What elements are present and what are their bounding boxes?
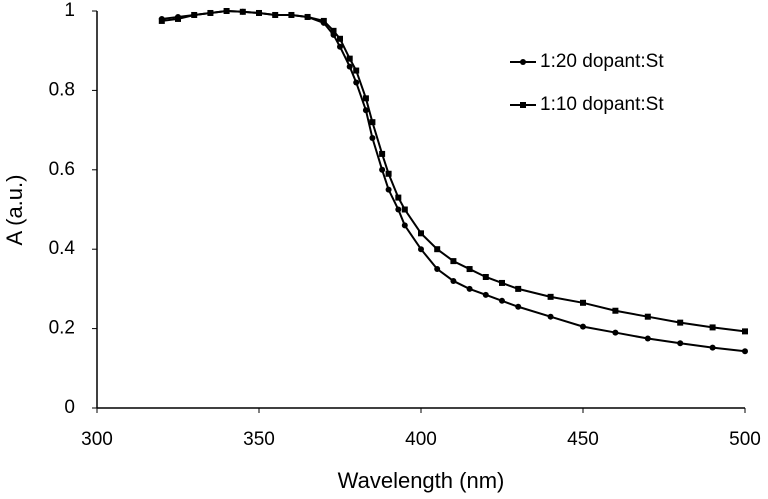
marker [418, 246, 424, 253]
marker [450, 258, 457, 265]
marker [369, 135, 376, 142]
marker [304, 13, 311, 20]
marker [677, 340, 684, 347]
marker [401, 206, 408, 213]
marker [401, 222, 408, 229]
marker [191, 11, 198, 18]
marker [379, 166, 386, 173]
marker [362, 95, 369, 102]
marker [395, 206, 402, 213]
marker [466, 285, 473, 292]
x-axis-title: Wavelength (nm) [338, 468, 505, 493]
marker [644, 335, 651, 342]
marker [346, 55, 353, 62]
y-tick-label: 0.8 [49, 79, 75, 100]
marker [346, 63, 353, 70]
marker [742, 328, 748, 335]
marker [499, 279, 505, 286]
marker [482, 291, 489, 298]
marker [709, 344, 716, 351]
marker [239, 8, 246, 15]
marker [520, 59, 526, 65]
marker [207, 9, 214, 16]
marker [337, 35, 343, 42]
x-tick-label: 300 [81, 429, 113, 450]
marker [158, 17, 165, 24]
marker [515, 303, 522, 310]
marker [353, 67, 360, 74]
marker [288, 11, 295, 18]
marker [385, 170, 392, 177]
marker [742, 348, 748, 355]
y-tick-label: 0 [64, 397, 75, 418]
marker [434, 246, 441, 253]
marker [612, 329, 619, 336]
marker [482, 273, 489, 280]
marker [547, 313, 554, 320]
y-tick-label: 0.4 [49, 238, 76, 259]
marker [515, 285, 522, 292]
y-axis-title: A (a.u.) [2, 175, 27, 246]
marker [466, 266, 473, 273]
marker [362, 107, 369, 114]
x-tick-label: 500 [729, 429, 761, 450]
marker [434, 266, 441, 273]
x-tick-label: 400 [405, 429, 437, 450]
marker [499, 297, 505, 304]
marker [272, 11, 279, 18]
marker [709, 324, 716, 331]
marker [418, 230, 424, 237]
marker [520, 102, 526, 108]
marker [385, 186, 392, 193]
marker [353, 79, 360, 86]
marker [369, 119, 376, 126]
marker [320, 17, 327, 24]
marker [644, 313, 651, 320]
x-tick-label: 450 [567, 429, 599, 450]
marker [223, 8, 230, 14]
legend-label: 1:20 dopant:St [540, 51, 664, 72]
marker [677, 319, 684, 326]
marker [580, 323, 586, 330]
marker [330, 27, 337, 34]
y-tick-label: 0.6 [49, 159, 75, 180]
marker [175, 15, 181, 22]
y-tick-label: 0.2 [49, 318, 75, 339]
marker [580, 299, 586, 306]
marker [612, 307, 619, 314]
legend-label: 1:10 dopant:St [540, 94, 664, 115]
marker [337, 43, 343, 50]
marker [547, 293, 554, 300]
marker [395, 194, 402, 201]
x-tick-label: 350 [243, 429, 275, 450]
marker [379, 150, 386, 157]
y-tick-label: 1 [64, 0, 75, 21]
marker [450, 277, 457, 284]
marker [256, 9, 262, 16]
